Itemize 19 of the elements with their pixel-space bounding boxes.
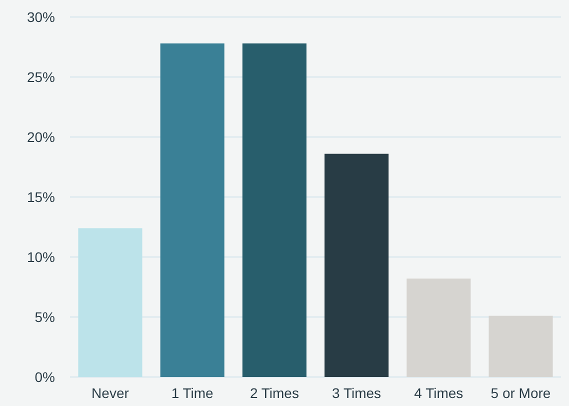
y-tick-label: 20%	[26, 128, 55, 145]
bar	[324, 154, 389, 377]
bar	[160, 43, 224, 377]
y-tick-label: 10%	[26, 248, 55, 265]
y-tick-label: 30%	[26, 8, 55, 25]
x-tick-label: 5 or More	[490, 385, 551, 401]
bar	[78, 228, 142, 377]
bar	[488, 316, 553, 377]
y-tick-label: 25%	[26, 68, 55, 85]
x-tick-label: Never	[92, 385, 130, 401]
y-tick-label: 0%	[34, 368, 55, 385]
bar	[406, 278, 471, 377]
x-tick-label: 3 Times	[332, 385, 382, 401]
y-tick-label: 15%	[26, 188, 55, 205]
y-tick-label: 5%	[34, 308, 55, 325]
bar	[242, 43, 306, 377]
x-tick-label: 2 Times	[250, 385, 299, 401]
x-tick-label: 1 Time	[171, 385, 214, 401]
x-tick-label: 4 Times	[414, 385, 464, 401]
